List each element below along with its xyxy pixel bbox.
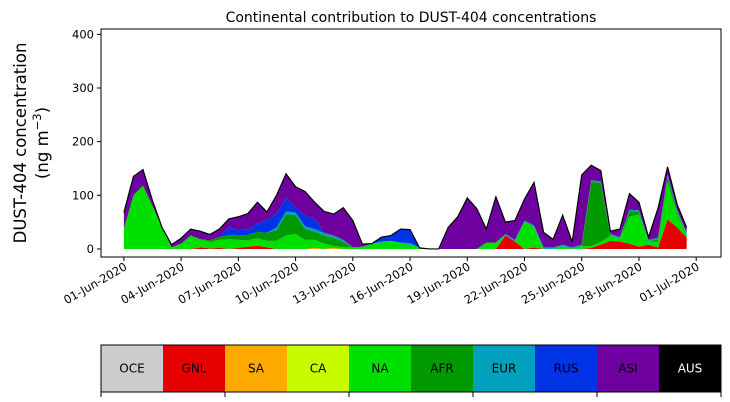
x-tick-label: 22-Jun-2020: [462, 259, 530, 307]
area-asi: [123, 165, 687, 249]
legend-label-sa: SA: [248, 362, 265, 376]
x-tick-label: 10-Jun-2020: [233, 259, 301, 307]
legend-swatch-gnl: [163, 345, 226, 392]
legend-swatch-na: [349, 345, 412, 392]
y-tick-label: 100: [72, 188, 94, 202]
y-tick-label: 400: [72, 27, 94, 41]
legend-frame: [100, 344, 722, 393]
total-outline: [123, 164, 688, 250]
x-tick-label: 01-Jul-2020: [637, 259, 702, 304]
legend-swatch-rus: [535, 345, 598, 392]
chart-title: Continental contribution to DUST-404 con…: [226, 10, 597, 26]
x-axis: 01-Jun-202004-Jun-202007-Jun-202010-Jun-…: [61, 257, 702, 307]
y-tick-label: 0: [87, 242, 94, 256]
x-tick-label: 19-Jun-2020: [404, 259, 472, 307]
legend-swatch-aus: [659, 345, 722, 392]
legend-swatch-afr: [411, 345, 474, 392]
area-gnl: [123, 219, 687, 249]
total-line: [123, 164, 688, 250]
legend-label-na: NA: [371, 362, 389, 376]
legend-swatch-asi: [597, 345, 660, 392]
y-tick-label: 300: [72, 81, 94, 95]
area-na: [123, 181, 687, 249]
x-tick-label: 01-Jun-2020: [61, 259, 129, 307]
legend-label-eur: EUR: [492, 362, 517, 376]
x-tick-label: 28-Jun-2020: [576, 259, 644, 307]
legend-label-rus: RUS: [554, 362, 579, 376]
x-tick-label: 04-Jun-2020: [118, 259, 186, 307]
legend: OCE GNL SA CA NA AFR EUR RUS ASI AUS: [100, 344, 722, 397]
y-axis: 0 100 200 300 400: [72, 27, 101, 256]
legend-label-ca: CA: [310, 362, 327, 376]
legend-label-oce: OCE: [119, 362, 144, 376]
legend-label-asi: ASI: [618, 362, 637, 376]
y-axis-label-line1: DUST-404 concentration: [11, 43, 30, 244]
x-tick-label: 13-Jun-2020: [290, 259, 358, 307]
legend-label-gnl: GNL: [182, 362, 207, 376]
legend-swatch-ca: [287, 345, 350, 392]
stacked-areas: [123, 165, 687, 249]
legend-swatch-oce: [101, 345, 164, 392]
legend-label-afr: AFR: [430, 362, 453, 376]
legend-swatch-sa: [225, 345, 288, 392]
x-tick-label: 07-Jun-2020: [176, 259, 244, 307]
legend-label-aus: AUS: [678, 362, 703, 376]
plot-frame: [100, 28, 722, 258]
area-rus: [123, 174, 687, 249]
y-axis-label: DUST-404 concentration (ng m−3): [11, 43, 52, 244]
x-tick-label: 25-Jun-2020: [519, 259, 587, 307]
legend-swatch-eur: [473, 345, 536, 392]
x-tick-label: 16-Jun-2020: [347, 259, 415, 307]
y-tick-label: 200: [72, 135, 94, 149]
y-axis-label-line2: (ng m−3): [30, 107, 52, 179]
